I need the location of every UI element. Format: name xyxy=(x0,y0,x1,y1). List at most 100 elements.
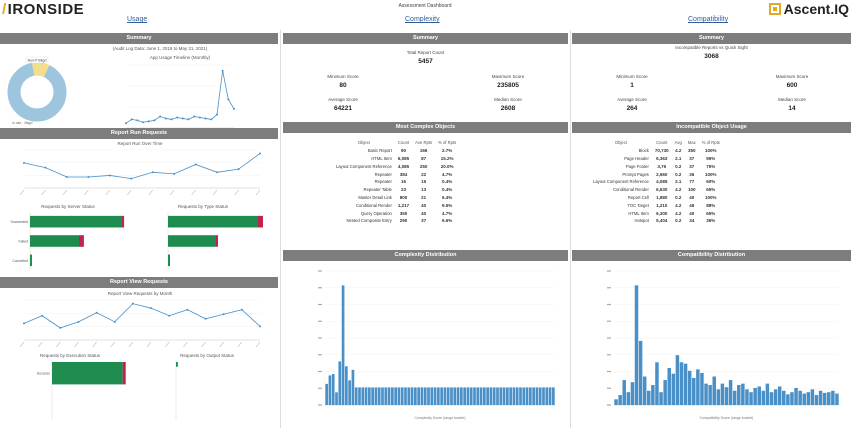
table-row: Hotspot 5,404 0.2 34 36% xyxy=(590,217,723,225)
histogram-bar xyxy=(381,387,384,405)
min-score-label: Minimum Score xyxy=(327,74,359,79)
value-cell: 6,300 xyxy=(656,210,668,216)
compat-median-label: Median Score xyxy=(778,97,806,102)
histogram-bar xyxy=(423,387,427,405)
histogram-bar xyxy=(506,387,509,405)
donut-legend-box xyxy=(25,56,49,64)
tick-label xyxy=(128,341,134,348)
histogram-bar xyxy=(749,392,753,405)
table-row: Report Cell 1,880 0.2 40 100% xyxy=(590,194,723,202)
histogram-bar xyxy=(700,372,704,405)
histogram-bar xyxy=(414,387,417,405)
histogram-bar xyxy=(687,370,692,405)
value-cell: 1,210 xyxy=(656,202,668,208)
data-point xyxy=(194,163,197,166)
object-name-cell: Conditional Render xyxy=(613,187,649,193)
donut-legend-bottom: in use - Bkgd xyxy=(12,121,32,125)
value-cell: 100% xyxy=(705,148,717,154)
table-row: Nested Composite Entry 290 37 6.6% xyxy=(333,217,459,225)
col-avg: Avg xyxy=(674,140,682,146)
usage-column: Summary (Audit Log Data: June 1, 2019 to… xyxy=(0,30,278,428)
histogram-bar xyxy=(341,285,345,405)
table-row: Query Operation 350 40 4.7% xyxy=(333,209,459,217)
histogram-bar xyxy=(351,369,355,405)
tab-compatibility[interactable]: Compatibility xyxy=(688,16,729,23)
histogram-bar xyxy=(486,387,489,405)
bar2-title: Requests by Type Status xyxy=(178,204,228,209)
value-cell: 77 xyxy=(689,179,695,185)
ascent-iq-logo: Ascent.IQ xyxy=(768,1,849,17)
y-tick-label xyxy=(607,404,611,406)
compat-min: 1 xyxy=(630,82,634,89)
histogram-bar xyxy=(777,386,782,405)
data-point xyxy=(113,320,116,323)
histogram-bar xyxy=(519,387,522,405)
value-cell: 9.5% xyxy=(442,202,453,208)
value-cell: 37 xyxy=(689,155,695,161)
tab-usage[interactable]: Usage xyxy=(127,16,148,23)
histogram-bar xyxy=(384,387,388,405)
object-name-cell: Repeater Table xyxy=(363,187,392,193)
data-point xyxy=(181,117,184,120)
histogram-bar xyxy=(368,387,371,405)
histogram-bar xyxy=(741,383,745,405)
histogram-bar xyxy=(818,390,823,405)
value-cell: 800 xyxy=(399,194,408,200)
donut-slice-main xyxy=(7,62,67,122)
object-name-cell: Conditional Render xyxy=(356,202,392,208)
bar-label: Cancelled xyxy=(12,259,28,263)
value-cell: 75% xyxy=(706,163,716,169)
histogram-bar xyxy=(794,387,798,405)
value-cell: 37 xyxy=(689,163,695,169)
value-cell: 6.6% xyxy=(442,218,453,224)
compat-max: 600 xyxy=(786,82,798,89)
histogram-bar xyxy=(479,387,483,405)
histogram-bar xyxy=(371,387,374,405)
histogram-bar xyxy=(361,387,365,405)
object-name-cell: TOC Target xyxy=(627,202,649,208)
histogram-bar xyxy=(354,387,358,405)
histogram-bar xyxy=(642,376,647,405)
table-header-row: Object Count Avg Max % of Rpts xyxy=(590,139,723,147)
histogram-bar xyxy=(786,394,790,405)
histogram-bar xyxy=(364,387,368,405)
y-tick-label xyxy=(318,303,322,306)
table-header-row: Object Count Ave Rpts % of Rpts xyxy=(333,139,459,147)
histogram-bar xyxy=(512,387,516,405)
histogram-bar xyxy=(806,392,811,405)
value-cell: 60% xyxy=(706,179,716,185)
tab-complexity[interactable]: Complexity xyxy=(405,16,440,23)
value-cell: 90 xyxy=(401,148,407,154)
value-cell: 70,730 xyxy=(654,148,669,154)
value-cell: 88% xyxy=(706,202,716,208)
tick-label xyxy=(19,341,25,348)
col-max: Max xyxy=(687,140,696,146)
tick-label xyxy=(255,341,261,348)
histogram-bar xyxy=(387,387,391,405)
data-point xyxy=(87,176,90,179)
col-count: Count xyxy=(656,140,668,146)
histogram-bar xyxy=(708,385,712,405)
total-report-count-label: Total Report Count xyxy=(406,50,445,55)
object-name-cell: Page Header xyxy=(624,155,649,161)
tick-label xyxy=(212,189,218,196)
tick-label xyxy=(191,189,196,196)
table-row: Page Footer 3,76 0.2 37 75% xyxy=(590,162,723,170)
complex-objects-table: Object Count Ave Rpts % of Rpts Basic Re… xyxy=(333,139,459,225)
data-point xyxy=(125,122,127,125)
histogram-bar xyxy=(655,362,659,405)
view-bar1-title: Requests by Execution Status xyxy=(39,353,101,358)
y-tick-label xyxy=(318,320,322,322)
object-name-cell: Report Cell xyxy=(627,194,649,200)
histogram-bar xyxy=(831,390,835,405)
value-cell: 65% xyxy=(706,210,716,216)
data-point xyxy=(240,308,243,311)
object-name-cell: Layout Component Reference xyxy=(336,163,392,169)
total-report-count: 5457 xyxy=(418,58,433,65)
value-cell: 21 xyxy=(421,194,427,200)
histogram-bar xyxy=(614,399,618,405)
tick-label xyxy=(237,341,243,348)
compatibility-column: Summary Incompatible Reports vs Quick Si… xyxy=(572,30,851,428)
data-point xyxy=(130,118,133,121)
value-cell: 6.4% xyxy=(442,194,453,200)
